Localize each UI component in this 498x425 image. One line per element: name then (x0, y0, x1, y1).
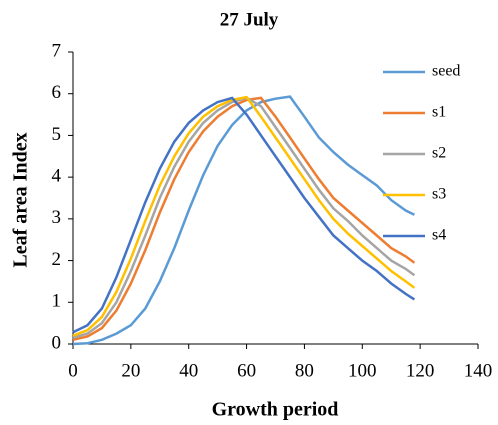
y-tick-label: 4 (52, 166, 62, 187)
y-tick-label: 3 (52, 207, 62, 228)
line-series (72, 96, 416, 334)
x-tick-label: 20 (121, 360, 140, 381)
line-series (72, 95, 416, 337)
legend-label: seed (432, 63, 460, 80)
x-tick-label: 40 (179, 360, 198, 381)
x-tick-label: 60 (237, 360, 256, 381)
chart-title: 27 July (220, 9, 279, 30)
line-series (72, 95, 415, 346)
line-series (72, 96, 416, 339)
legend-label: s1 (432, 104, 446, 121)
y-tick-label: 6 (52, 82, 62, 103)
x-tick-label: 80 (295, 360, 314, 381)
legend-label: s3 (432, 186, 446, 203)
x-tick-label: 140 (464, 360, 493, 381)
x-tick-label: 120 (406, 360, 435, 381)
x-tick-label: 100 (348, 360, 377, 381)
x-axis-label: Growth period (212, 399, 339, 421)
y-tick-label: 5 (52, 124, 62, 145)
y-tick-label: 7 (52, 40, 62, 61)
y-tick-label: 2 (52, 249, 62, 270)
legend-label: s2 (432, 145, 446, 162)
y-tick-label: 0 (52, 332, 62, 353)
y-tick-label: 1 (52, 291, 62, 312)
legend-label: s4 (432, 227, 446, 244)
x-tick-label: 0 (68, 360, 78, 381)
y-axis-label: Leaf area Index (10, 132, 32, 267)
line-series (72, 96, 416, 342)
